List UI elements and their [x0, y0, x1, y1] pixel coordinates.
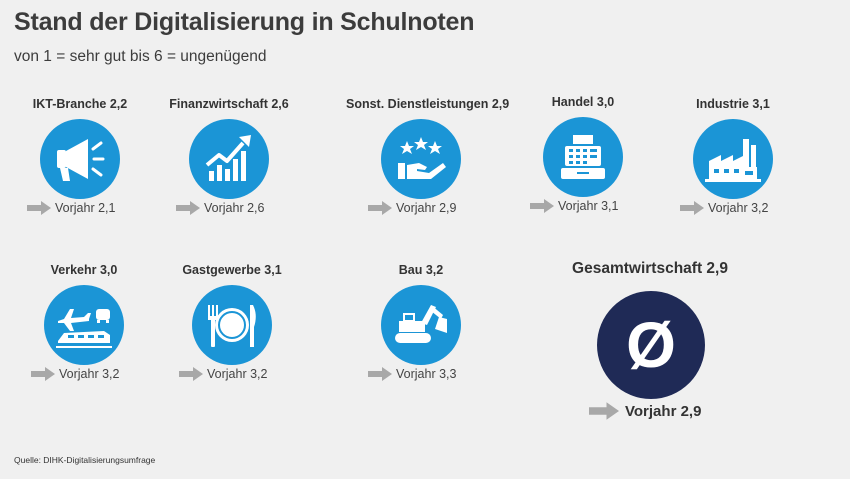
- arrow-right-icon: [680, 201, 704, 215]
- cash-register-icon: [561, 135, 605, 179]
- stars-hand-icon: [398, 137, 446, 179]
- arrow-right-icon: [368, 201, 392, 215]
- sector-label: Sonst. Dienstleistungen 2,9: [346, 97, 510, 111]
- total-circle: Ø: [597, 291, 705, 399]
- previous-year: Vorjahr 3,2: [31, 367, 119, 381]
- sector-circle: [381, 119, 461, 199]
- previous-year: Vorjahr 3,1: [530, 199, 618, 213]
- sector-label: Industrie 3,1: [696, 97, 770, 111]
- arrow-right-icon: [589, 402, 619, 420]
- previous-year: Vorjahr 2,9: [589, 402, 701, 420]
- sector-label: Bau 3,2: [398, 263, 444, 277]
- megaphone-icon: [57, 139, 105, 181]
- sector-circle: [543, 117, 623, 197]
- average-symbol-icon: Ø: [626, 309, 676, 381]
- sector-label: Gastgewerbe 3,1: [182, 263, 282, 277]
- sector-label: Finanzwirtschaft 2,6: [169, 97, 289, 111]
- previous-year: Vorjahr 3,2: [680, 201, 768, 215]
- previous-year-label: Vorjahr 2,9: [625, 402, 702, 420]
- transport-icon: [56, 309, 112, 348]
- arrow-right-icon: [31, 367, 55, 381]
- previous-year-label: Vorjahr 2,6: [204, 201, 265, 215]
- excavator-icon: [395, 305, 447, 343]
- arrow-right-icon: [27, 201, 51, 215]
- previous-year: Vorjahr 3,3: [368, 367, 456, 381]
- previous-year-label: Vorjahr 3,2: [59, 367, 120, 381]
- previous-year-label: Vorjahr 3,1: [558, 199, 619, 213]
- growth-chart-icon: [205, 135, 251, 181]
- arrow-right-icon: [368, 367, 392, 381]
- sector-circle: [381, 285, 461, 365]
- sector-label: Verkehr 3,0: [50, 263, 118, 277]
- factory-icon: [705, 139, 761, 182]
- previous-year-label: Vorjahr 3,3: [396, 367, 457, 381]
- sector-circle: [693, 119, 773, 199]
- sector-circle: [189, 119, 269, 199]
- previous-year-label: Vorjahr 3,2: [207, 367, 268, 381]
- previous-year-label: Vorjahr 3,2: [708, 201, 769, 215]
- arrow-right-icon: [530, 199, 554, 213]
- previous-year: Vorjahr 2,1: [27, 201, 115, 215]
- sector-circle: [44, 285, 124, 365]
- page-subtitle: von 1 = sehr gut bis 6 = ungenügend: [14, 48, 267, 65]
- sector-circle: [192, 285, 272, 365]
- arrow-right-icon: [176, 201, 200, 215]
- sector-label: Handel 3,0: [551, 95, 615, 109]
- plate-cutlery-icon: [208, 305, 256, 347]
- previous-year-label: Vorjahr 2,1: [55, 201, 116, 215]
- total-label: Gesamtwirtschaft 2,9: [572, 260, 728, 277]
- previous-year: Vorjahr 2,6: [176, 201, 264, 215]
- source-note: Quelle: DIHK-Digitalisierungsumfrage: [14, 455, 156, 465]
- previous-year: Vorjahr 2,9: [368, 201, 456, 215]
- previous-year: Vorjahr 3,2: [179, 367, 267, 381]
- sector-circle: [40, 119, 120, 199]
- page-title: Stand der Digitalisierung in Schulnoten: [14, 8, 475, 36]
- previous-year-label: Vorjahr 2,9: [396, 201, 457, 215]
- sector-label: IKT-Branche 2,2: [32, 97, 128, 111]
- arrow-right-icon: [179, 367, 203, 381]
